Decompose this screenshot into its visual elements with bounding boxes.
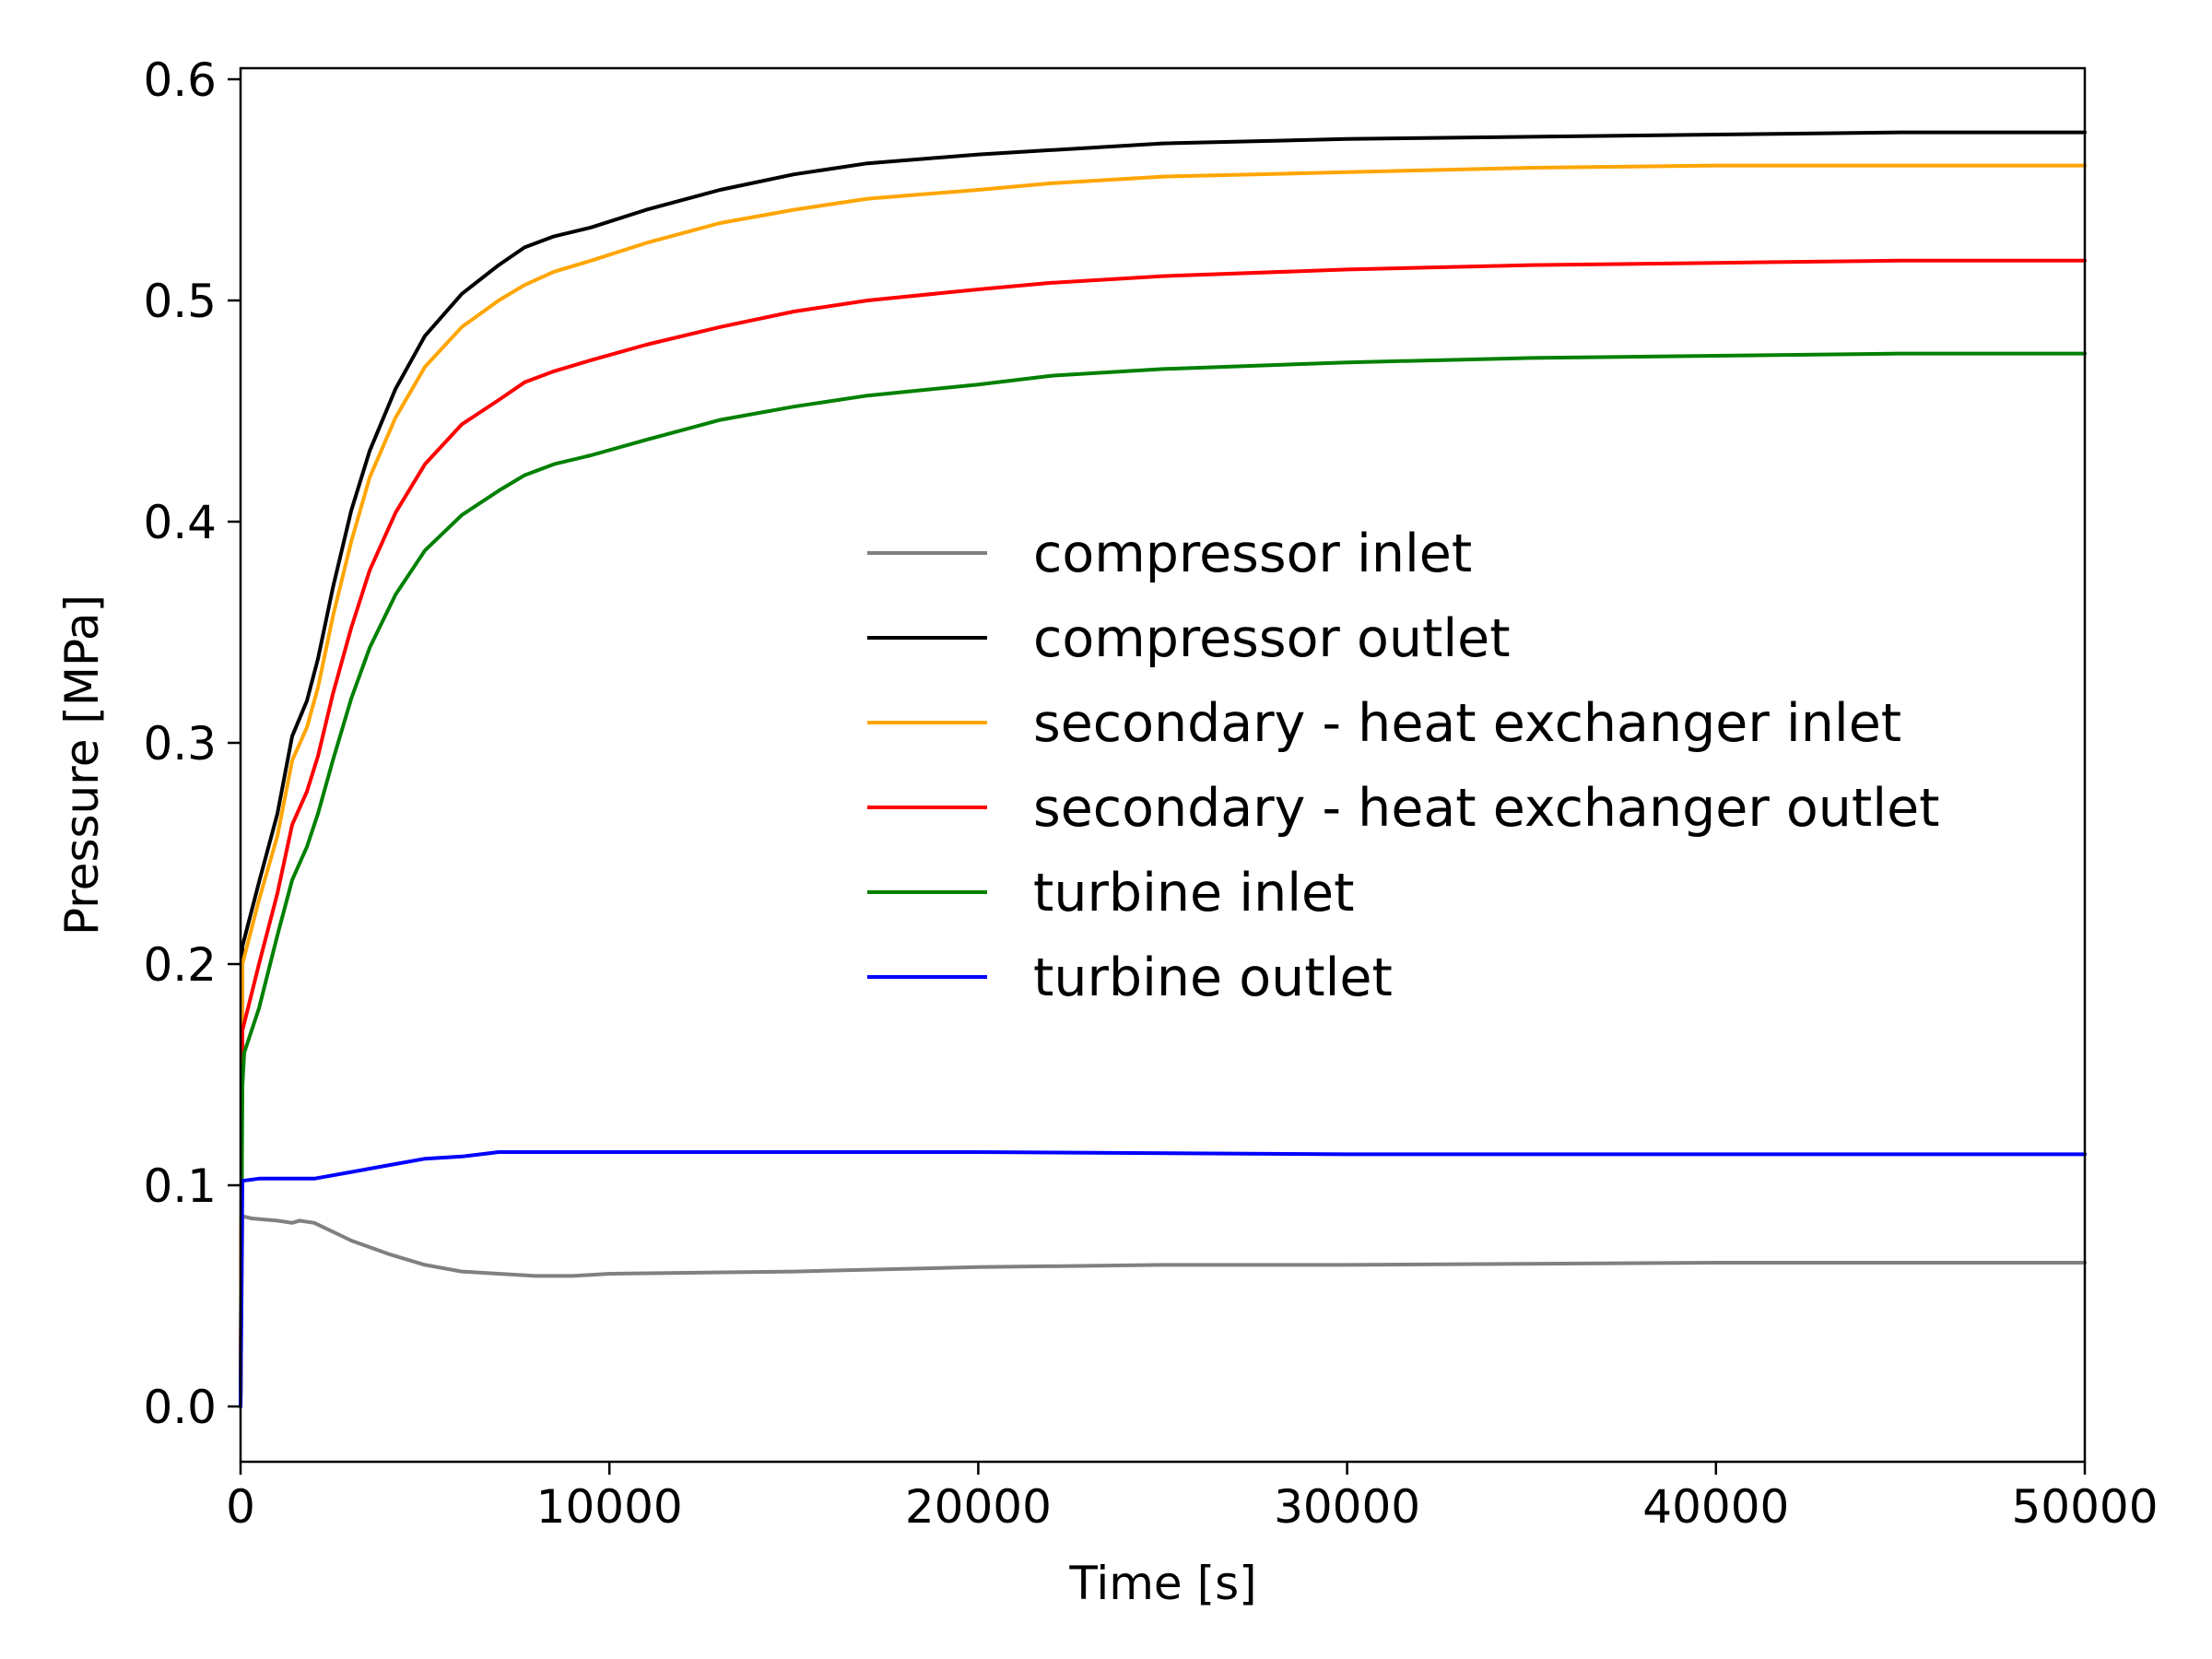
y-axis-label: Pressure [MPa]	[55, 594, 109, 935]
series-line-4	[239, 258, 2087, 1408]
series-line-2	[239, 130, 2087, 1408]
x-tick-label: 40000	[1642, 1480, 1789, 1534]
series-line-5	[239, 351, 2087, 1408]
legend: compressor inlet compressor outlet seconda…	[867, 524, 1940, 1008]
x-tick-label: 50000	[2011, 1480, 2158, 1534]
x-axis: 0 10000 20000 30000 40000 50000	[226, 1462, 2159, 1534]
legend-label-2: compressor outlet	[1033, 608, 1511, 669]
x-tick-label: 0	[226, 1480, 255, 1534]
x-axis-label: Time [s]	[1068, 1557, 1256, 1610]
y-tick-label: 0.3	[143, 717, 217, 771]
legend-label-5: turbine inlet	[1033, 863, 1354, 924]
y-tick-label: 0.2	[143, 938, 217, 992]
x-tick-label: 10000	[536, 1480, 683, 1534]
legend-label-6: turbine outlet	[1033, 947, 1393, 1008]
x-tick-label: 30000	[1274, 1480, 1420, 1534]
legend-label-4: secondary - heat exchanger outlet	[1033, 778, 1940, 839]
legend-label-3: secondary - heat exchanger inlet	[1033, 693, 1901, 754]
y-tick-label: 0.5	[143, 275, 217, 328]
y-tick-label: 0.0	[143, 1381, 217, 1434]
plot-frame	[239, 66, 2087, 1464]
y-tick-label: 0.6	[143, 53, 217, 107]
x-tick-label: 20000	[905, 1480, 1052, 1534]
series-line-6	[239, 1150, 2087, 1408]
series-line-1	[239, 1214, 2087, 1408]
y-tick-label: 0.4	[143, 496, 217, 549]
y-tick-label: 0.1	[143, 1159, 217, 1213]
legend-label-1: compressor inlet	[1033, 524, 1472, 584]
series-layer	[239, 130, 2087, 1408]
y-axis: 0.0 0.1 0.2 0.3 0.4 0.5 0.6	[143, 53, 241, 1434]
series-line-3	[239, 163, 2087, 1408]
